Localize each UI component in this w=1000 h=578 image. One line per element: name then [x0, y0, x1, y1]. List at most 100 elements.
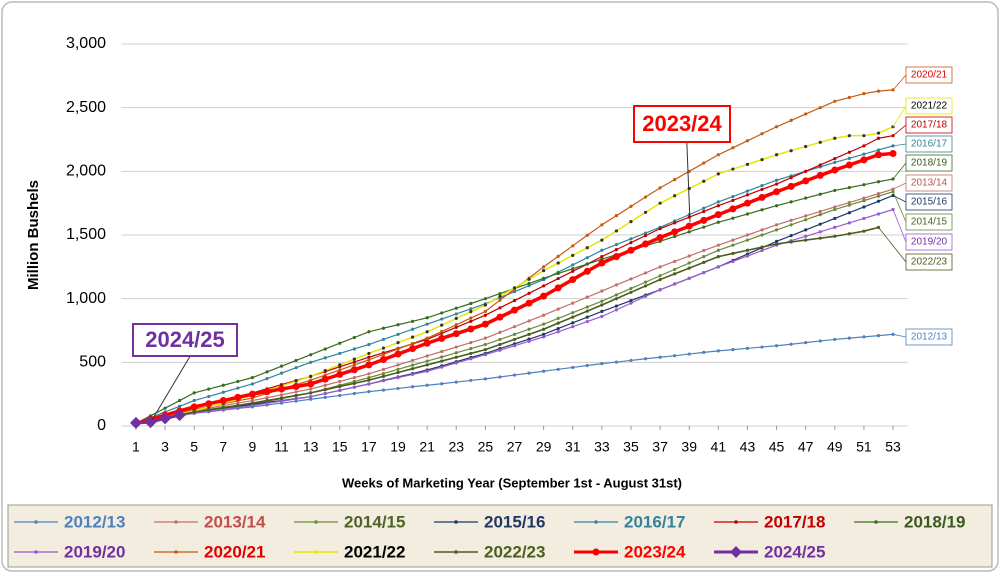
data-point: [614, 360, 619, 364]
data-point: [498, 291, 502, 296]
data-point: [250, 398, 255, 403]
data-point: [323, 383, 327, 387]
data-point: [469, 346, 473, 351]
data-point: [483, 336, 487, 340]
callout-box: [633, 105, 731, 143]
data-point: [496, 313, 504, 321]
data-point: [425, 363, 429, 367]
data-point: [643, 294, 648, 298]
end-label-box: [905, 328, 953, 346]
data-point: [802, 177, 810, 185]
data-point: [352, 381, 356, 385]
data-point: [352, 385, 356, 389]
data-point: [294, 366, 298, 370]
data-point: [336, 370, 344, 378]
data-point: [527, 339, 531, 343]
data-point: [876, 136, 881, 140]
data-point: [789, 240, 793, 244]
data-point: [876, 180, 881, 184]
data-point: [440, 359, 444, 363]
data-point: [265, 377, 269, 381]
data-point: [352, 357, 356, 361]
x-tick-label: 45: [769, 439, 785, 455]
data-point: [773, 188, 781, 196]
data-point: [263, 388, 271, 396]
data-point: [323, 395, 327, 399]
data-point: [716, 265, 720, 269]
data-point: [845, 161, 853, 169]
data-point: [643, 234, 648, 238]
data-point: [205, 400, 213, 408]
x-tick-label: 53: [885, 439, 901, 455]
data-point: [410, 327, 415, 331]
data-point: [438, 334, 446, 342]
leader-line: [892, 209, 907, 243]
data-point: [338, 363, 342, 367]
data-point: [731, 146, 735, 150]
data-point: [745, 233, 750, 237]
data-point: [745, 212, 750, 216]
data-point: [221, 405, 225, 410]
data-point: [323, 369, 327, 373]
data-point: [556, 316, 560, 321]
data-point: [527, 319, 531, 323]
data-point: [614, 304, 619, 308]
data-point: [469, 310, 473, 314]
data-point: [498, 298, 502, 302]
data-point: [512, 286, 517, 290]
data-point: [556, 276, 560, 281]
data-point: [483, 353, 487, 357]
data-point: [731, 198, 735, 202]
data-point: [760, 132, 764, 136]
leader-line: [892, 74, 907, 91]
callout-label: 2023/24: [642, 111, 722, 136]
data-point: [862, 205, 866, 209]
data-point: [731, 348, 735, 352]
data-point: [454, 355, 458, 359]
data-point: [629, 358, 633, 363]
data-point: [745, 238, 750, 242]
data-point: [658, 355, 662, 359]
data-point: [818, 213, 822, 217]
data-point: [221, 390, 225, 394]
legend-marker: [874, 520, 878, 524]
data-point: [571, 253, 575, 257]
data-point: [818, 106, 822, 110]
data-point: [673, 178, 677, 182]
data-point: [367, 358, 371, 362]
data-point: [410, 372, 415, 377]
data-point: [833, 337, 837, 342]
data-point: [658, 186, 662, 190]
data-point: [569, 276, 577, 284]
data-point: [250, 382, 255, 386]
data-point: [600, 314, 604, 319]
data-point: [789, 200, 793, 204]
data-point: [452, 330, 460, 338]
x-axis-label: Weeks of Marketing Year (September 1st -…: [342, 475, 682, 490]
series: [129, 409, 186, 429]
data-point: [818, 192, 822, 196]
data-point: [702, 209, 706, 214]
data-point: [498, 348, 502, 352]
data-point: [804, 144, 808, 149]
legend-marker: [314, 550, 318, 554]
data-point: [571, 263, 575, 267]
data-point: [774, 228, 779, 232]
data-point: [673, 259, 677, 264]
data-point: [469, 340, 473, 345]
data-point: [774, 125, 779, 129]
data-point: [498, 294, 502, 298]
series: [134, 332, 895, 426]
data-point: [876, 212, 881, 216]
data-point: [265, 370, 269, 374]
data-point: [556, 321, 560, 325]
y-tick-label: 0: [97, 417, 106, 434]
data-point: [396, 363, 400, 367]
data-point: [207, 408, 211, 412]
data-point: [862, 144, 866, 148]
data-point: [614, 214, 619, 218]
x-tick-label: 31: [565, 439, 581, 455]
data-point: [833, 225, 837, 229]
data-point: [425, 336, 429, 340]
